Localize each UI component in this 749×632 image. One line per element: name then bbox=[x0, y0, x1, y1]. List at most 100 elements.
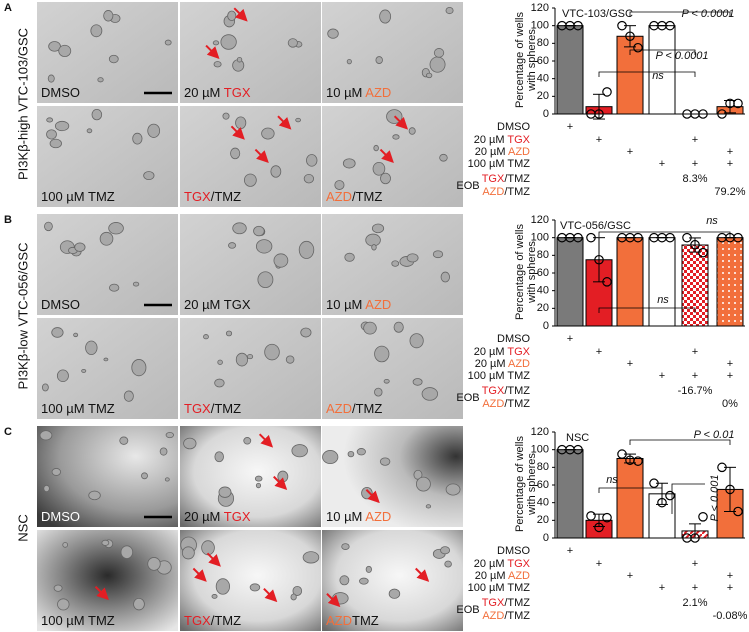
panel-letter: C bbox=[4, 426, 12, 438]
data-point bbox=[665, 232, 675, 243]
y-tick-label: 0 bbox=[543, 532, 549, 544]
cell-sphere bbox=[270, 165, 282, 178]
cell-sphere bbox=[379, 9, 392, 24]
cell-sphere bbox=[393, 321, 404, 333]
data-point bbox=[733, 232, 743, 243]
cell-sphere bbox=[445, 6, 454, 15]
text-part: DMSO bbox=[41, 509, 80, 524]
cell-sphere bbox=[143, 171, 155, 180]
image-caption: DMSO bbox=[41, 85, 80, 100]
image-caption: TGX/TMZ bbox=[184, 613, 241, 628]
eob-value: -0.08% bbox=[713, 610, 748, 622]
cell-sphere bbox=[257, 271, 274, 289]
arrow bbox=[192, 567, 207, 582]
text-part: /TMZ bbox=[504, 186, 530, 198]
condition-mark: + bbox=[727, 570, 733, 582]
image-caption: TGX/TMZ bbox=[184, 189, 241, 204]
condition-mark: + bbox=[596, 558, 602, 570]
cell-sphere bbox=[51, 468, 61, 476]
y-tick-label: 100 bbox=[531, 232, 549, 244]
cell-sphere bbox=[44, 221, 53, 232]
cell-sphere bbox=[243, 437, 252, 445]
data-point bbox=[633, 232, 643, 243]
data-point bbox=[633, 456, 643, 466]
arrow bbox=[326, 593, 341, 608]
arrow bbox=[230, 125, 245, 140]
bar bbox=[556, 25, 584, 115]
text-part: 20 µM bbox=[184, 509, 224, 524]
image-caption: 20 µM TGX bbox=[184, 85, 251, 100]
text-part: 20 µM bbox=[474, 558, 508, 570]
cell-sphere bbox=[164, 39, 172, 46]
text-part: /TMZ bbox=[211, 401, 241, 416]
cell-sphere bbox=[406, 253, 419, 263]
cell-sphere bbox=[228, 242, 237, 249]
cell-sphere bbox=[432, 250, 444, 259]
text-part: 10 µM bbox=[326, 509, 365, 524]
arrow bbox=[365, 489, 380, 504]
condition-mark: + bbox=[692, 558, 698, 570]
text-part: AZD bbox=[326, 189, 352, 204]
chart-title: NSC bbox=[566, 432, 589, 444]
cell-sphere bbox=[356, 448, 366, 456]
cell-sphere bbox=[51, 327, 64, 338]
y-axis-label: Percentage of wells bbox=[514, 224, 526, 320]
text-part: TGX bbox=[507, 558, 530, 570]
cell-sphere bbox=[123, 390, 134, 402]
cell-sphere bbox=[62, 542, 69, 548]
condition-mark: + bbox=[727, 370, 733, 382]
data-point bbox=[698, 511, 708, 522]
cell-sphere bbox=[217, 359, 223, 365]
cell-sphere bbox=[247, 354, 254, 360]
y-tick-label: 40 bbox=[537, 285, 549, 297]
cell-sphere bbox=[43, 484, 50, 493]
text-part: TGX bbox=[507, 134, 530, 146]
text-part: /TMZ bbox=[211, 189, 241, 204]
condition-mark: + bbox=[727, 582, 733, 594]
micrograph bbox=[322, 318, 463, 419]
cell-sphere bbox=[334, 180, 345, 190]
cell-sphere bbox=[235, 352, 249, 367]
image-caption: 100 µM TMZ bbox=[41, 189, 115, 204]
text-part: 20 µM bbox=[474, 134, 508, 146]
cell-sphere bbox=[306, 154, 318, 167]
cell-sphere bbox=[415, 476, 431, 492]
bracket bbox=[598, 487, 663, 493]
text-part: TGX bbox=[184, 401, 211, 416]
eob-row-label: AZD/TMZ bbox=[482, 186, 530, 198]
y-tick-label: 20 bbox=[537, 514, 549, 526]
eob-value: 79.2% bbox=[714, 186, 745, 198]
cell-sphere bbox=[53, 584, 63, 592]
cell-sphere bbox=[359, 577, 369, 585]
image-caption: 20 µM TGX bbox=[184, 509, 251, 524]
significance-label: ns bbox=[652, 70, 664, 82]
data-point bbox=[586, 232, 596, 243]
cell-sphere bbox=[302, 551, 320, 564]
arrow bbox=[379, 148, 394, 163]
micrograph bbox=[37, 214, 178, 315]
text-part: /TMZ bbox=[352, 189, 382, 204]
cell-sphere bbox=[342, 158, 356, 169]
condition-label: 100 µM TMZ bbox=[468, 370, 531, 382]
condition-mark: + bbox=[659, 158, 665, 170]
cell-sphere bbox=[243, 173, 257, 187]
eob-label: EOB bbox=[456, 604, 479, 616]
data-point bbox=[698, 109, 708, 119]
text-part: AZD bbox=[365, 85, 391, 100]
data-point bbox=[602, 512, 612, 523]
cell-sphere bbox=[236, 56, 243, 63]
text-part: DMSO bbox=[497, 333, 530, 345]
cell-sphere bbox=[298, 240, 315, 259]
cell-sphere bbox=[235, 116, 247, 130]
panel-letter: A bbox=[4, 2, 12, 14]
y-tick-label: 120 bbox=[531, 2, 549, 14]
data-point bbox=[717, 109, 727, 119]
y-axis-label: Percentage of wells bbox=[514, 12, 526, 108]
data-point bbox=[573, 444, 583, 455]
cell-sphere bbox=[290, 593, 297, 601]
row-label: NSC bbox=[15, 514, 30, 541]
cell-sphere bbox=[91, 108, 103, 121]
cell-sphere bbox=[425, 504, 432, 509]
cell-sphere bbox=[86, 128, 93, 134]
